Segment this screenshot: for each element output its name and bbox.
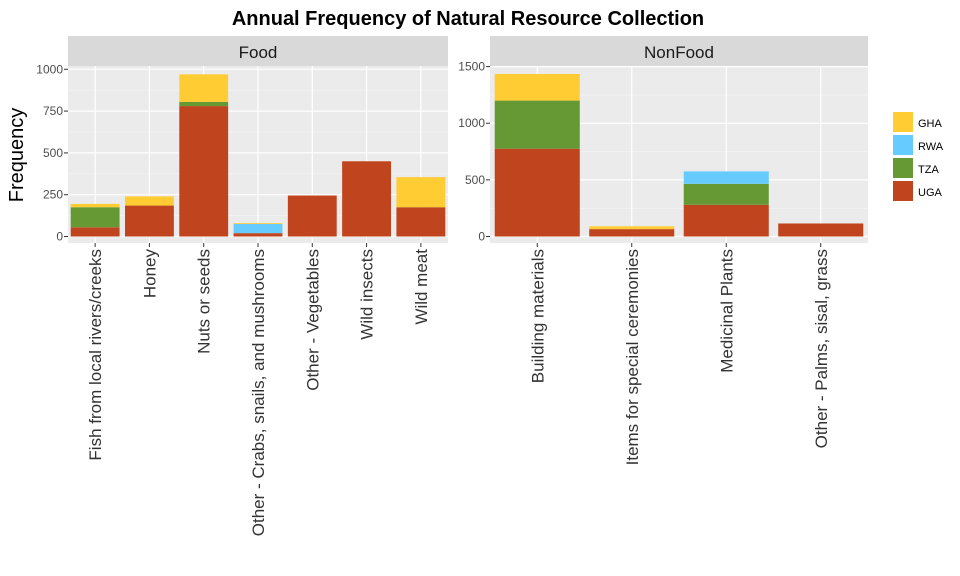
bar-segment-uga [125, 205, 174, 237]
bar-segment-tza [683, 183, 769, 205]
y-tick-label: 0 [478, 230, 485, 244]
legend-label: UGA [918, 187, 943, 199]
bar-segment-uga [683, 204, 769, 237]
bar-segment-gha [589, 226, 675, 230]
x-tick-label: Nuts or seeds [195, 249, 214, 354]
x-tick-label: Items for special ceremonies [623, 249, 642, 465]
bar-segment-uga [589, 229, 675, 237]
x-tick-label: Fish from local rivers/creeks [86, 249, 105, 461]
bar-segment-gha [70, 203, 120, 208]
bar-segment-uga [70, 227, 120, 237]
bar-segment-gha [125, 196, 174, 206]
y-tick-label: 500 [465, 173, 485, 187]
facet-strip [490, 36, 868, 66]
y-tick-label: 1000 [458, 116, 485, 130]
facet-strip [68, 36, 448, 66]
x-tick-label: Honey [140, 249, 159, 299]
bar-segment-uga [494, 148, 580, 237]
bar-segment-uga [778, 223, 864, 237]
y-tick-label: 250 [43, 188, 63, 202]
facet-panel-nonfood: NonFood 0 500 1000 1500 Building materials Ite… [458, 36, 868, 465]
y-axis-label: Frequency [6, 108, 28, 203]
bar-segment-gha [396, 177, 446, 208]
bar-segment-uga [233, 233, 283, 237]
y-tick-label: 1000 [36, 62, 63, 76]
bar-segment-rwa [233, 223, 283, 234]
facet-strip-label: NonFood [644, 43, 714, 62]
facet-panels: Food 0 250 500 750 1000 Fish from local rivers… [36, 36, 868, 536]
y-tick-label: 750 [43, 104, 63, 118]
y-tick-label: 1500 [458, 60, 485, 74]
facet-panel-food: Food 0 250 500 750 1000 Fish from local rivers… [36, 36, 448, 536]
bar-segment-rwa [683, 171, 769, 184]
legend-label: TZA [918, 164, 939, 176]
x-tick-label: Wild insects [358, 249, 377, 340]
x-tick-label: Wild meat [412, 249, 431, 325]
x-tick-label: Other - Vegetables [303, 249, 322, 391]
x-tick-label: Medicinal Plants [717, 249, 736, 373]
legend-label: GHA [918, 118, 943, 130]
facet-strip-label: Food [239, 43, 278, 62]
bar-segment-gha [494, 73, 580, 101]
legend-key-rwa [893, 135, 913, 155]
chart-title: Annual Frequency of Natural Resource Col… [232, 8, 704, 30]
x-tick-label: Other - Palms, sisal, grass [812, 249, 831, 448]
bar-segment-tza [70, 207, 120, 228]
bar-segment-uga [287, 195, 337, 237]
x-tick-label: Building materials [528, 249, 547, 383]
legend-key-uga [893, 181, 913, 201]
bar-segment-uga [342, 161, 391, 237]
bar-segment-uga [396, 207, 446, 237]
y-tick-label: 0 [56, 230, 63, 244]
legend-key-tza [893, 158, 913, 178]
legend: GHA RWA TZA UGA [893, 112, 944, 201]
x-tick-label: Other - Crabs, snails, and mushrooms [249, 249, 268, 536]
bar-segment-uga [179, 106, 229, 237]
legend-key-gha [893, 112, 913, 132]
legend-label: RWA [918, 141, 944, 153]
y-tick-label: 500 [43, 146, 63, 160]
bar-segment-tza [179, 101, 229, 107]
bar-segment-gha [233, 223, 283, 224]
bar-segment-tza [494, 100, 580, 149]
bar-segment-gha [179, 74, 229, 102]
